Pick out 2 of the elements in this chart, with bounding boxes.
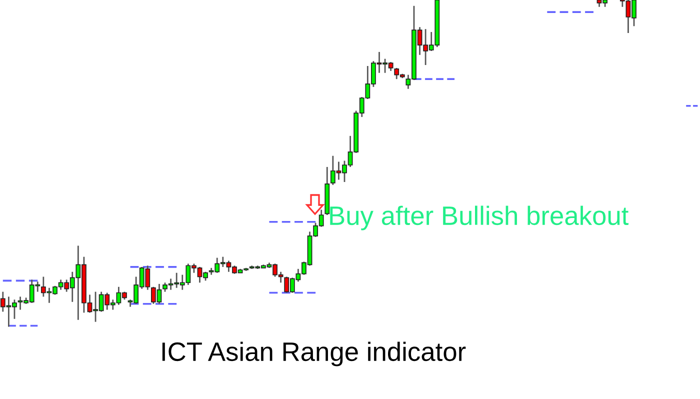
- text: ICT Asian Range indicator: [162, 342, 466, 366]
- annotation: Buy after Bullish breakout: [330, 206, 629, 230]
